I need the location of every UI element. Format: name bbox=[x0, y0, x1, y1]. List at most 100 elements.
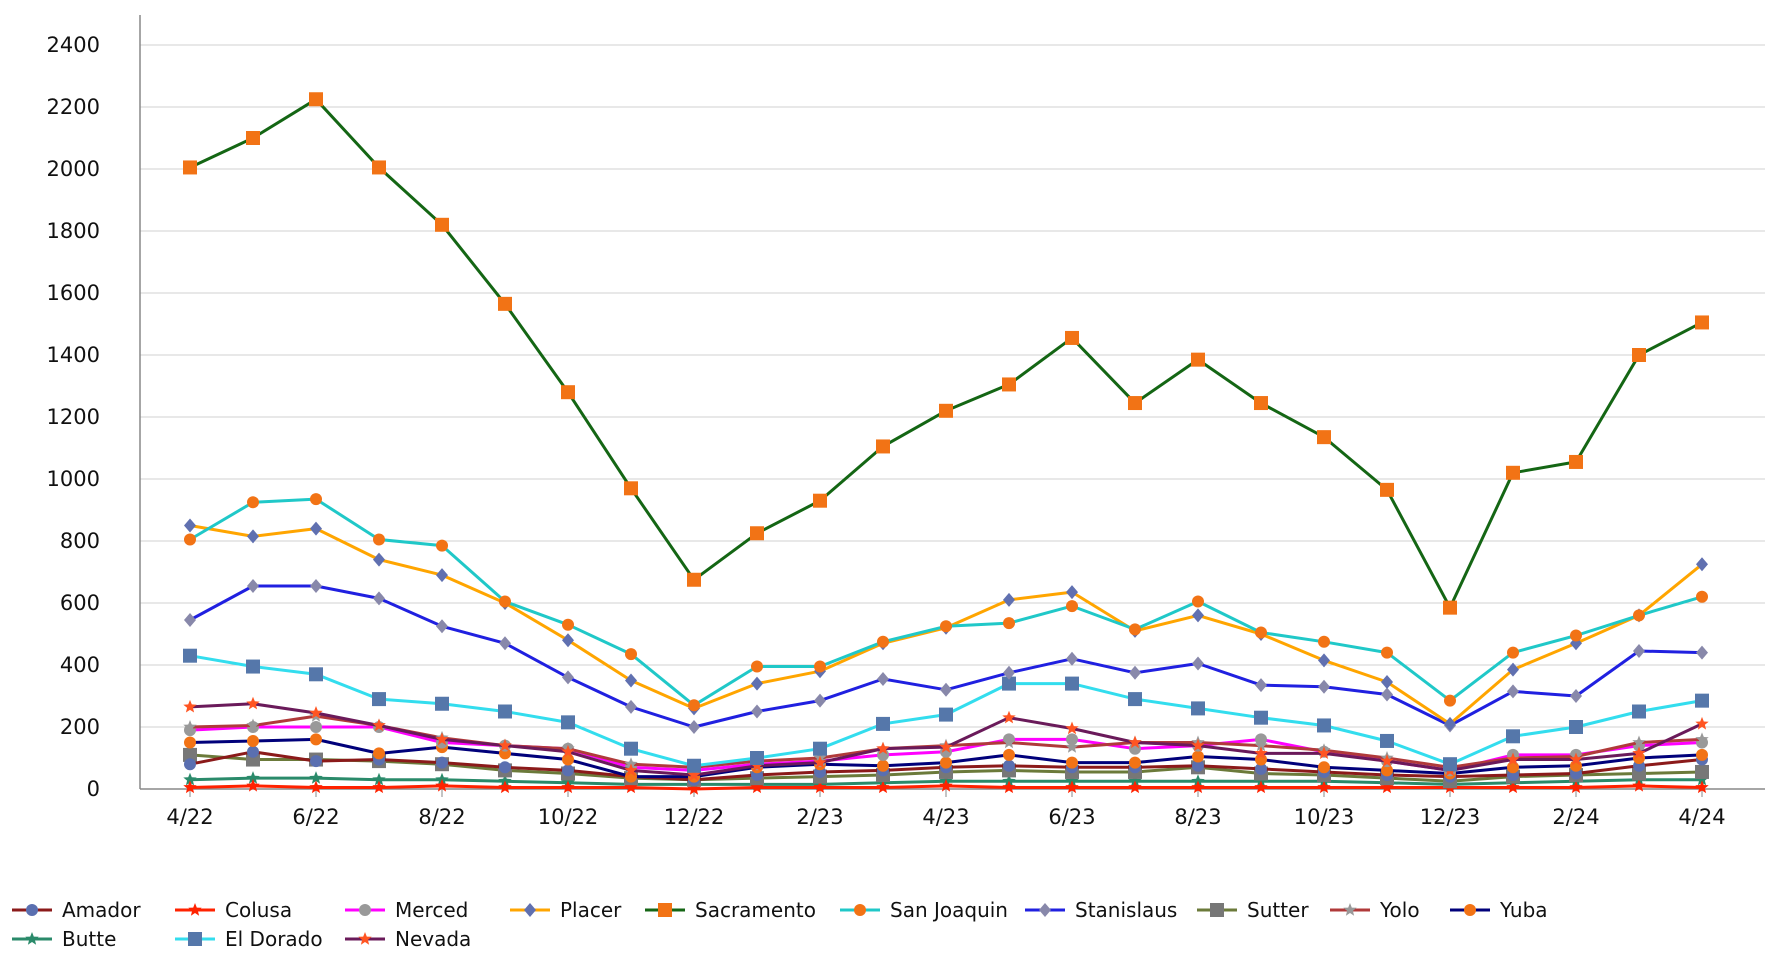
data-point-el-dorado bbox=[1569, 720, 1583, 734]
data-point-colusa bbox=[561, 780, 575, 794]
data-point-stanislaus bbox=[1318, 679, 1330, 694]
data-point-sacramento bbox=[309, 92, 323, 107]
legend-swatch-marker bbox=[188, 932, 202, 946]
data-point-sacramento bbox=[1191, 352, 1205, 367]
y-tick-label: 800 bbox=[60, 529, 100, 553]
data-point-yolo bbox=[246, 718, 260, 732]
y-tick-label: 400 bbox=[60, 653, 100, 677]
data-point-el-dorado bbox=[876, 716, 890, 731]
data-point-yuba bbox=[373, 747, 385, 760]
data-point-colusa bbox=[1002, 780, 1016, 794]
data-point-nevada bbox=[876, 741, 890, 755]
data-point-colusa bbox=[750, 780, 764, 794]
data-point-stanislaus bbox=[184, 613, 196, 628]
y-tick-label: 0 bbox=[87, 777, 100, 801]
data-point-yuba bbox=[247, 734, 259, 747]
data-point-yolo bbox=[183, 720, 197, 733]
data-point-san-joaquin bbox=[373, 533, 385, 546]
data-point-placer bbox=[247, 529, 259, 544]
series-line-san-joaquin bbox=[189, 497, 1703, 707]
series-stanislaus bbox=[184, 578, 1708, 734]
data-point-placer bbox=[1507, 662, 1519, 677]
legend: Amador Colusa Merced Placer Sacramento San Jo… bbox=[12, 898, 1548, 951]
legend-item-yolo: Yolo bbox=[1330, 898, 1420, 922]
data-point-merced bbox=[310, 721, 322, 733]
data-point-stanislaus bbox=[310, 578, 322, 593]
x-tick-label: 10/22 bbox=[538, 805, 599, 829]
data-point-yolo bbox=[1695, 732, 1709, 746]
x-tick-label: 12/22 bbox=[664, 805, 725, 829]
legend-item-nevada: Nevada bbox=[345, 927, 471, 951]
data-point-colusa bbox=[1128, 780, 1142, 794]
data-point-butte bbox=[183, 772, 197, 786]
data-point-colusa bbox=[1695, 780, 1709, 794]
data-point-yuba bbox=[562, 753, 574, 766]
data-point-el-dorado bbox=[1002, 676, 1016, 691]
data-point-yolo bbox=[1254, 738, 1268, 752]
legend-label: Sutter bbox=[1247, 898, 1309, 922]
data-point-san-joaquin bbox=[436, 539, 448, 552]
data-point-yuba bbox=[1066, 756, 1078, 769]
data-point-el-dorado bbox=[435, 696, 449, 711]
data-point-el-dorado bbox=[372, 692, 386, 707]
legend-item-stanislaus: Stanislaus bbox=[1025, 898, 1177, 922]
data-point-nevada bbox=[1065, 721, 1079, 735]
legend-item-merced: Merced bbox=[345, 898, 468, 922]
data-point-colusa bbox=[939, 778, 953, 792]
data-point-san-joaquin bbox=[1192, 595, 1204, 608]
data-point-sacramento bbox=[750, 526, 764, 541]
x-tick-label: 4/24 bbox=[1678, 805, 1725, 829]
legend-label: Stanislaus bbox=[1075, 898, 1177, 922]
data-point-el-dorado bbox=[498, 704, 512, 719]
data-point-el-dorado bbox=[1128, 692, 1142, 707]
data-point-placer bbox=[562, 633, 574, 648]
data-point-stanislaus bbox=[562, 670, 574, 685]
legend-label: Sacramento bbox=[695, 898, 816, 922]
data-point-yuba bbox=[877, 759, 889, 772]
series-sacramento bbox=[183, 92, 1709, 615]
legend-item-amador: Amador bbox=[12, 898, 141, 922]
y-tick-label: 200 bbox=[60, 715, 100, 739]
data-point-placer bbox=[1066, 585, 1078, 600]
legend-item-sacramento: Sacramento bbox=[645, 898, 816, 922]
legend-item-san-joaquin: San Joaquin bbox=[840, 898, 1008, 922]
data-point-sacramento bbox=[1002, 377, 1016, 392]
y-tick-label: 2400 bbox=[47, 33, 100, 57]
data-point-san-joaquin bbox=[562, 618, 574, 631]
data-point-sacramento bbox=[1128, 396, 1142, 411]
data-point-san-joaquin bbox=[625, 648, 637, 661]
y-tick-label: 1200 bbox=[47, 405, 100, 429]
data-point-yuba bbox=[1381, 764, 1393, 777]
data-point-el-dorado bbox=[750, 751, 764, 765]
data-point-el-dorado bbox=[687, 758, 701, 773]
legend-swatch-marker bbox=[1343, 903, 1357, 916]
data-point-sacramento bbox=[876, 439, 890, 454]
data-point-el-dorado bbox=[1317, 718, 1331, 733]
data-point-sacramento bbox=[1317, 430, 1331, 445]
data-point-stanislaus bbox=[499, 636, 511, 651]
data-point-amador bbox=[1192, 759, 1204, 772]
data-point-stanislaus bbox=[1570, 689, 1582, 703]
legend-label: Yuba bbox=[1499, 898, 1548, 922]
data-point-san-joaquin bbox=[310, 493, 322, 506]
data-point-nevada bbox=[1254, 746, 1268, 759]
data-point-nevada bbox=[246, 696, 260, 710]
legend-item-yuba: Yuba bbox=[1450, 898, 1548, 922]
gridlines bbox=[140, 44, 1765, 790]
data-point-san-joaquin bbox=[247, 496, 259, 509]
data-point-sacramento bbox=[1443, 600, 1457, 615]
series-line-stanislaus bbox=[189, 584, 1703, 729]
y-tick-label: 1800 bbox=[47, 219, 100, 243]
data-point-stanislaus bbox=[1129, 665, 1141, 680]
data-point-placer bbox=[1381, 675, 1393, 690]
series-lines bbox=[183, 92, 1709, 795]
data-point-el-dorado bbox=[1506, 729, 1520, 744]
data-point-stanislaus bbox=[247, 578, 259, 593]
data-point-nevada bbox=[813, 755, 827, 769]
data-point-el-dorado bbox=[561, 715, 575, 730]
legend-item-butte: Butte bbox=[12, 927, 116, 951]
data-point-stanislaus bbox=[688, 720, 700, 734]
data-point-yuba bbox=[1507, 761, 1519, 774]
data-point-nevada bbox=[1380, 754, 1394, 767]
data-point-sacramento bbox=[1254, 396, 1268, 411]
